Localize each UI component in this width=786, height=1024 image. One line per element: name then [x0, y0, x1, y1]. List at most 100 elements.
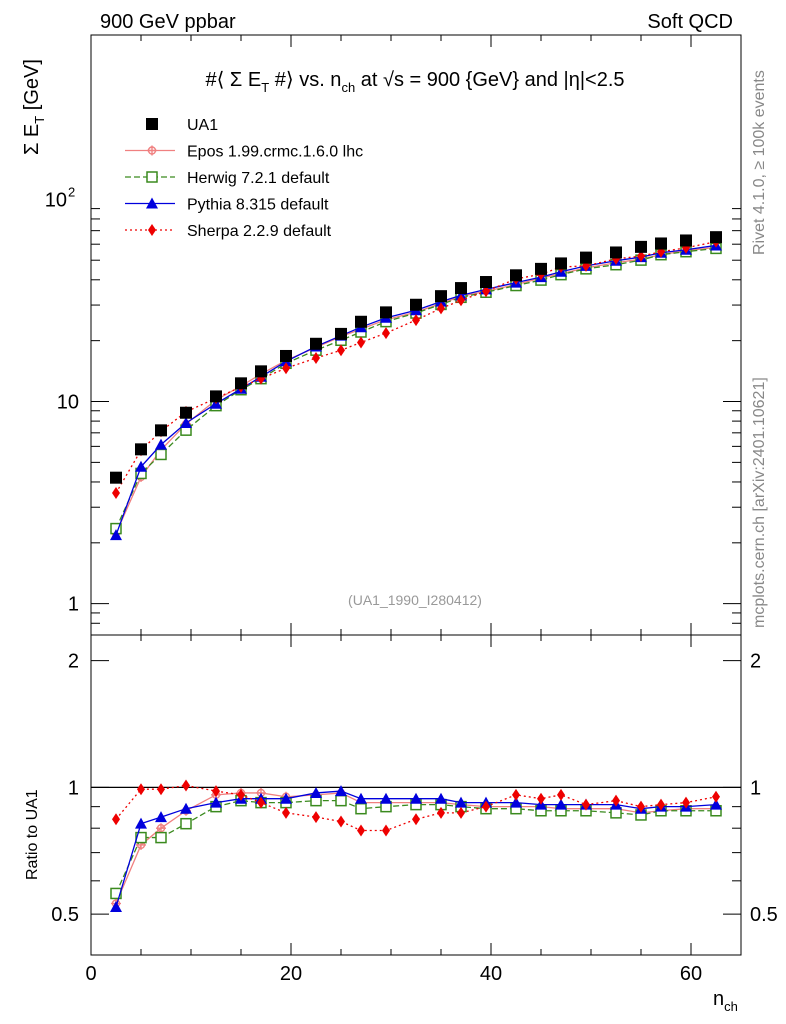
sherpa-ratio-point [657, 798, 665, 811]
sherpa-main-point [357, 336, 365, 349]
herwig-main-point [155, 448, 167, 461]
pythia-main-point [155, 438, 167, 450]
herwig-ratio-point [155, 831, 167, 844]
sherpa-ratio-point [457, 806, 465, 819]
y-axis-label: Σ ET [GeV] [21, 59, 47, 155]
sherpa-ratio-point [237, 788, 245, 801]
sherpa-main-line [115, 241, 717, 494]
ua1-main-point [410, 298, 422, 311]
sherpa-ratio-point [312, 811, 320, 824]
epos-legend-marker [147, 145, 157, 156]
sherpa-legend-marker [148, 224, 156, 236]
pythia-ratio-point [555, 798, 567, 810]
pythia-legend-marker [146, 197, 158, 209]
sherpa-legend-label: Sherpa 2.2.9 default [187, 223, 332, 240]
ua1-main-point [110, 471, 122, 484]
pythia-main-point [180, 416, 192, 428]
pythia-ratio-point [110, 901, 122, 913]
ua1-main-point [580, 251, 592, 264]
ua1-main-point [435, 290, 447, 303]
ratio-panel-frame [90, 634, 742, 956]
ua1-main-point [480, 276, 492, 289]
ua1-main-point [255, 365, 267, 378]
sherpa-main-point [637, 250, 645, 263]
ua1-main-point [135, 443, 147, 456]
sherpa-ratio-point [357, 824, 365, 837]
ratio-tick-label-right: 2 [750, 651, 761, 673]
ratio-tick-label-left: 1 [68, 777, 79, 799]
y-tick-exponent: 2 [68, 184, 75, 199]
ua1-main-point [655, 237, 667, 250]
herwig-main-line [115, 247, 717, 529]
ua1-main-point [555, 257, 567, 270]
sherpa-ratio-point [612, 794, 620, 807]
pythia-ratio-point [280, 792, 292, 804]
ua1-main-point [635, 240, 647, 253]
ua1-main-point [335, 327, 347, 340]
sherpa-ratio-point [537, 792, 545, 805]
ua1-main-point [610, 246, 622, 259]
header-right: Soft QCD [647, 11, 733, 33]
herwig-ratio-point [335, 794, 347, 807]
y-tick-label: 1 [68, 594, 79, 616]
sherpa-ratio-point [412, 813, 420, 826]
ua1-main-point [180, 406, 192, 419]
sherpa-main-point [312, 352, 320, 365]
sherpa-main-point [437, 302, 445, 315]
herwig-ratio-point [355, 802, 367, 815]
pythia-ratio-point [710, 798, 722, 810]
pythia-ratio-point [380, 792, 392, 804]
ua1-main-point [310, 337, 322, 350]
x-tick-label: 20 [280, 963, 302, 985]
x-tick-label: 40 [480, 963, 502, 985]
ua1-main-point [680, 234, 692, 247]
sherpa-ratio-point [137, 783, 145, 796]
ratio-tick-label-right: 0.5 [750, 904, 778, 926]
pythia-ratio-point [510, 796, 522, 808]
sherpa-main-point [282, 362, 290, 375]
sherpa-main-point [337, 344, 345, 357]
ratio-tick-label-left: 2 [68, 651, 79, 673]
herwig-ratio-point [110, 887, 122, 900]
ua1-main-point [355, 315, 367, 328]
ua1-main-point [710, 231, 722, 244]
sherpa-ratio-point [257, 796, 265, 809]
sherpa-ratio-point [337, 815, 345, 828]
pythia-ratio-point [410, 792, 422, 804]
pythia-main-line [115, 244, 717, 536]
ratio-tick-label-right: 1 [750, 777, 761, 799]
rivet-note: Rivet 4.1.0, ≥ 100k events [751, 70, 768, 255]
pythia-ratio-point [435, 792, 447, 804]
ua1-main-point [380, 306, 392, 319]
ua1-main-point [280, 349, 292, 362]
sherpa-ratio-point [512, 788, 520, 801]
sherpa-main-point [382, 327, 390, 340]
epos-ratio-point [156, 823, 166, 834]
sherpa-ratio-point [557, 788, 565, 801]
mcplots-note: mcplots.cern.ch [arXiv:2401.10621] [751, 377, 768, 628]
sherpa-ratio-point [682, 796, 690, 809]
pythia-ratio-point [310, 786, 322, 798]
y-tick-label: 10 [57, 392, 79, 414]
herwig-legend-marker [146, 171, 158, 183]
axis-ticks [90, 35, 742, 956]
ua1-main-point [455, 282, 467, 295]
sherpa-main-point [112, 486, 120, 499]
herwig-ratio-point [180, 817, 192, 830]
herwig-ratio-point [135, 831, 147, 844]
pythia-ratio-point [335, 785, 347, 797]
ratio-tick-label-left: 0.5 [51, 904, 79, 926]
main-series-group [110, 231, 722, 541]
ua1-main-point [155, 424, 167, 437]
analysis-label: (UA1_1990_I280412) [348, 592, 482, 608]
x-tick-label: 60 [680, 963, 702, 985]
epos-main-line [115, 246, 717, 534]
chart-title: #⟨ Σ ET #⟩ vs. nch at √s = 900 {GeV} and… [205, 69, 624, 95]
ua1-legend-label: UA1 [187, 117, 218, 134]
pythia-ratio-point [135, 817, 147, 829]
pythia-main-point [110, 529, 122, 541]
ua1-legend-marker [146, 118, 158, 130]
pythia-legend-label: Pythia 8.315 default [187, 197, 329, 214]
